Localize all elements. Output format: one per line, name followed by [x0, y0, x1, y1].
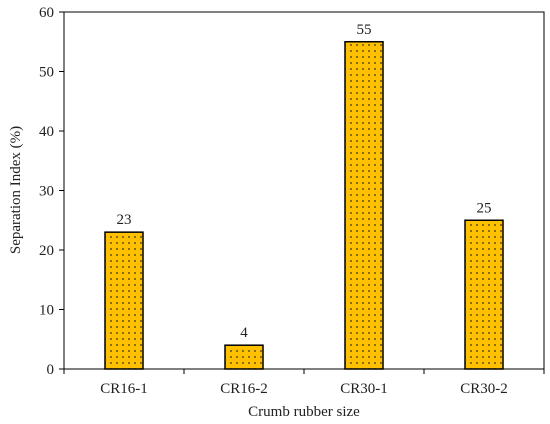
- bar-cr16-1: [104, 231, 144, 370]
- bars: 23 4 55 25: [104, 22, 504, 370]
- x-tick-label: CR30-1: [340, 381, 388, 397]
- data-label-cr16-2: 4: [240, 325, 248, 341]
- bar-cr30-1: [344, 41, 384, 370]
- x-axis-ticks: CR16-1 CR16-2 CR30-1 CR30-2: [63, 369, 545, 397]
- x-tick-label: CR16-2: [220, 381, 268, 397]
- y-tick-label: 20: [39, 243, 54, 259]
- data-label-cr16-1: 23: [117, 212, 132, 228]
- y-axis-title: Separation Index (%): [8, 126, 24, 254]
- y-axis-ticks: 0 10 20 30 40 50 60: [39, 5, 64, 378]
- y-tick-label: 0: [47, 362, 55, 378]
- y-tick-label: 30: [39, 184, 54, 200]
- data-label-cr30-1: 55: [357, 22, 372, 38]
- y-tick-label: 50: [39, 65, 54, 81]
- x-tick-label: CR16-1: [100, 381, 148, 397]
- plot-area: [63, 11, 545, 370]
- data-label-cr30-2: 25: [477, 200, 492, 216]
- x-tick-label: CR30-2: [460, 381, 508, 397]
- bar-cr16-2: [224, 344, 264, 370]
- y-tick-label: 60: [39, 5, 54, 21]
- y-tick-label: 40: [39, 124, 54, 140]
- y-tick-label: 10: [39, 303, 54, 319]
- x-axis-title: Crumb rubber size: [248, 404, 360, 420]
- bar-cr30-2: [464, 219, 504, 370]
